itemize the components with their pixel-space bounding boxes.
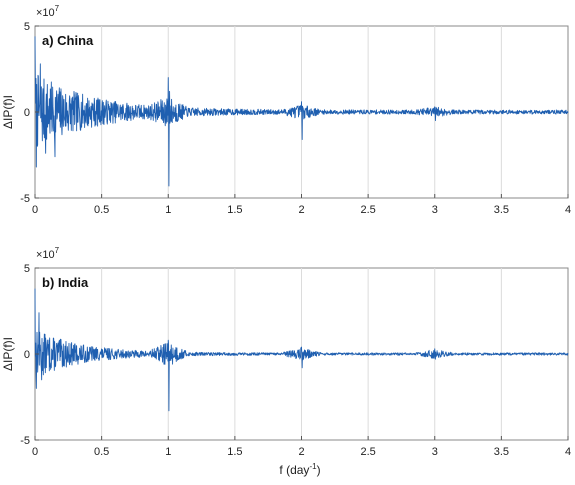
y-tick-label: 5 bbox=[24, 263, 30, 275]
y-tick-label: 0 bbox=[24, 107, 30, 119]
x-tick-labels-india: 0 0.5 1 1.5 2 2.5 3 3.5 4 bbox=[32, 436, 571, 458]
x-tick-label: 1 bbox=[165, 204, 171, 216]
x-tick-label: 2.5 bbox=[360, 204, 375, 216]
x-tick-label: 2 bbox=[298, 204, 304, 216]
x-tick-label: 0 bbox=[32, 204, 38, 216]
chart-panel-china: 0 0.5 1 1.5 2 2.5 3 3.5 4 50-5 a) China ×107 ΔIP… bbox=[1, 4, 571, 216]
y-tick-label: -5 bbox=[20, 435, 30, 447]
x-tick-label: 3 bbox=[432, 446, 438, 458]
y-tick-label: -5 bbox=[20, 193, 30, 205]
x-tick-label: 4 bbox=[565, 446, 571, 458]
y-multiplier-india: ×107 bbox=[36, 246, 60, 261]
x-tick-label: 0.5 bbox=[94, 446, 109, 458]
series-india bbox=[34, 288, 569, 412]
series-line bbox=[34, 288, 569, 412]
x-tick-label: 1.5 bbox=[227, 446, 242, 458]
y-axis-label-india: ΔIP(f)I bbox=[1, 337, 15, 371]
y-axis-label-china: ΔIP(f)I bbox=[1, 95, 15, 129]
y-tick-label: 0 bbox=[24, 349, 30, 361]
x-tick-label: 3.5 bbox=[494, 204, 509, 216]
x-axis-label: f (day-1) bbox=[279, 462, 320, 477]
x-tick-label: 2 bbox=[298, 446, 304, 458]
y-multiplier-china: ×107 bbox=[36, 4, 60, 19]
series-china bbox=[34, 36, 569, 187]
x-tick-label: 3 bbox=[432, 204, 438, 216]
panel-label-china: a) China bbox=[42, 33, 94, 48]
x-tick-label: 4 bbox=[565, 204, 571, 216]
panel-label-india: b) India bbox=[42, 275, 89, 290]
x-tick-label: 0.5 bbox=[94, 204, 109, 216]
x-tick-labels-china: 0 0.5 1 1.5 2 2.5 3 3.5 4 bbox=[32, 194, 571, 216]
x-tick-label: 3.5 bbox=[494, 446, 509, 458]
y-tick-labels-china: 5 0 -5 bbox=[20, 21, 39, 205]
x-tick-label: 0 bbox=[32, 446, 38, 458]
y-tick-label: 5 bbox=[24, 21, 30, 33]
y-tick-labels-india: 5 0 -5 bbox=[20, 263, 39, 447]
chart-panel-india: 0 0.5 1 1.5 2 2.5 3 3.5 4 50-5 b) India ×107 ΔIP… bbox=[1, 246, 571, 458]
series-line bbox=[34, 36, 569, 187]
x-tick-label: 1.5 bbox=[227, 204, 242, 216]
x-tick-label: 1 bbox=[165, 446, 171, 458]
x-tick-label: 2.5 bbox=[360, 446, 375, 458]
